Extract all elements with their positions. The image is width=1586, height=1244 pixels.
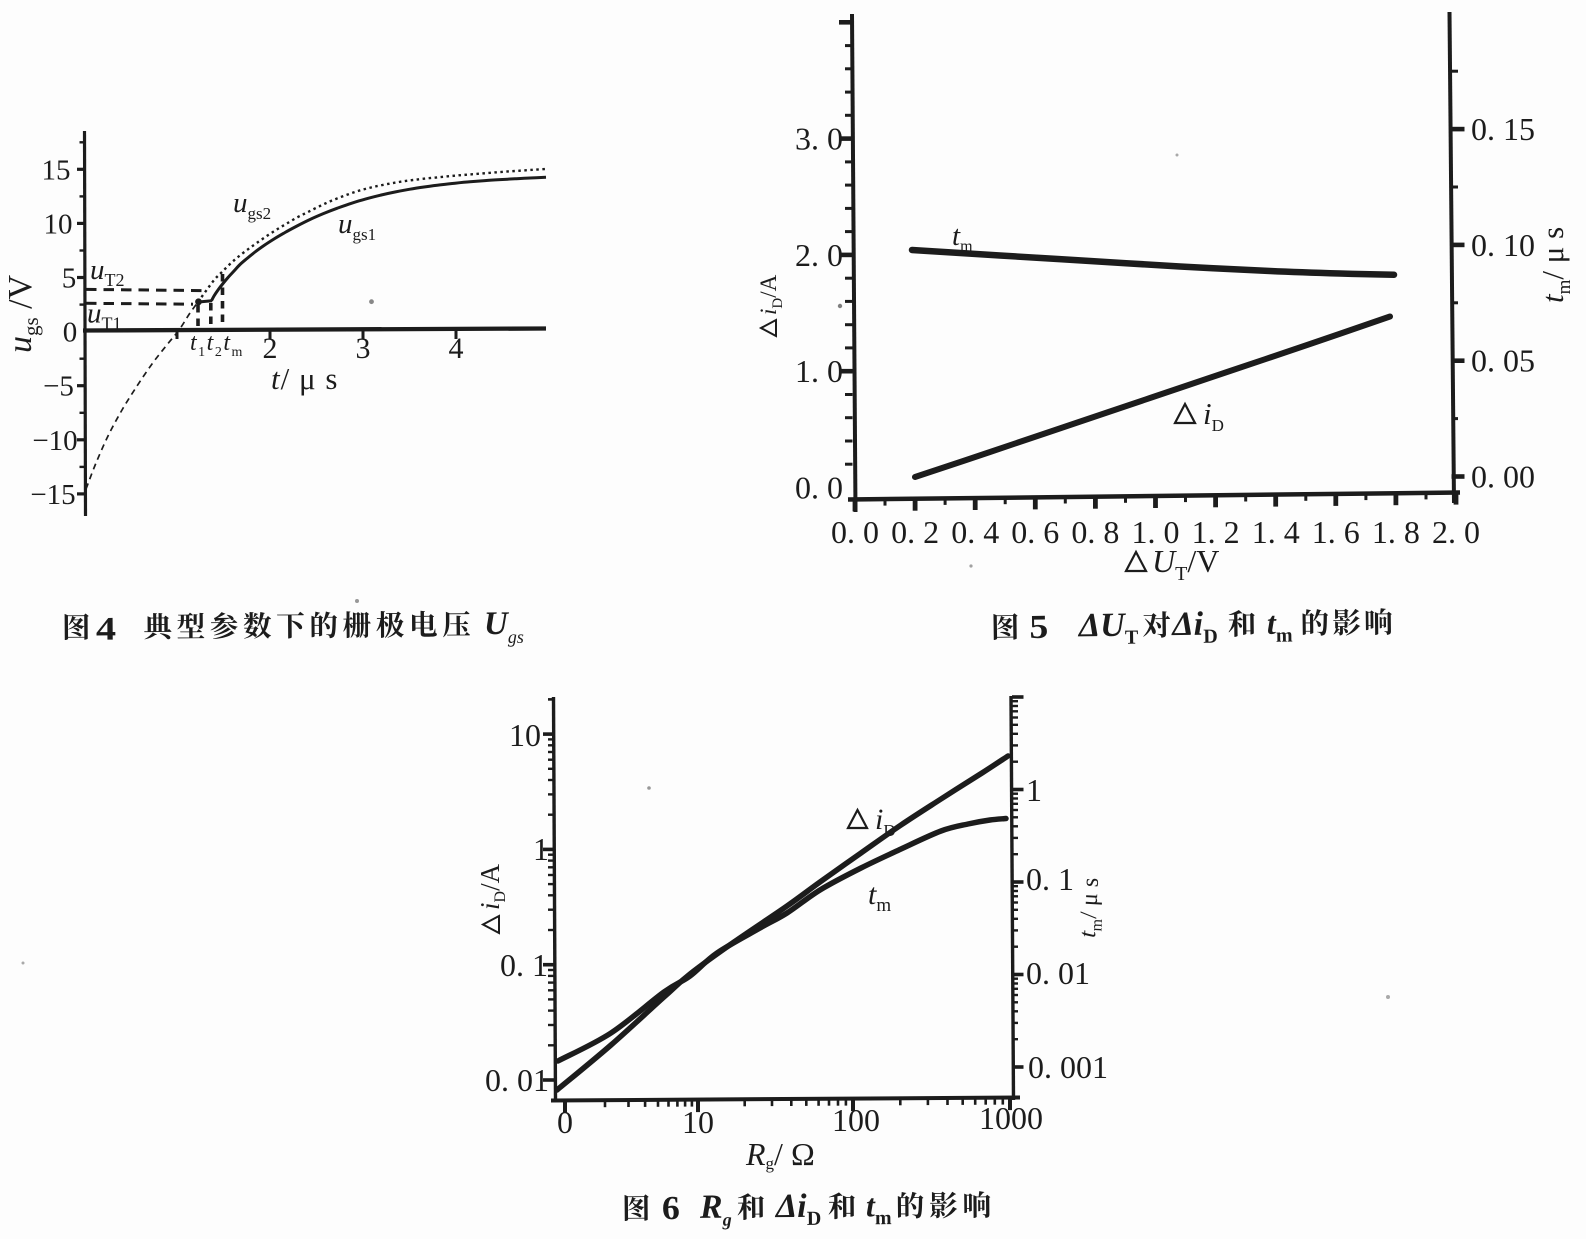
- svg-text:5: 5: [62, 263, 77, 295]
- svg-text:iD/A: iD/A: [475, 863, 509, 910]
- svg-text:−10: −10: [32, 425, 77, 457]
- svg-text:4: 4: [96, 610, 116, 647]
- svg-text:0. 6: 0. 6: [1011, 514, 1059, 550]
- svg-text:0. 0: 0. 0: [795, 470, 843, 506]
- svg-text:1. 6: 1. 6: [1312, 514, 1360, 550]
- svg-text:3: 3: [356, 332, 371, 365]
- svg-text:10: 10: [509, 717, 541, 753]
- svg-text:−5: −5: [43, 371, 74, 403]
- svg-text:1000: 1000: [979, 1100, 1043, 1136]
- svg-text:−15: −15: [30, 479, 75, 511]
- svg-text:Rg: Rg: [699, 1189, 732, 1230]
- svg-text:4: 4: [449, 332, 464, 365]
- svg-text:ΔUT: ΔUT: [1077, 607, 1139, 650]
- svg-text:2. 0: 2. 0: [795, 237, 843, 273]
- svg-text:5: 5: [1029, 608, 1048, 646]
- svg-text:ΔiD: ΔiD: [774, 1188, 822, 1230]
- svg-text:0. 4: 0. 4: [951, 514, 999, 550]
- svg-text:6: 6: [662, 1189, 680, 1227]
- svg-text:tm/ μ s: tm/ μ s: [1535, 227, 1575, 303]
- svg-text:10: 10: [682, 1104, 714, 1140]
- svg-text:2: 2: [263, 332, 278, 365]
- svg-text:tm/ μ s: tm/ μ s: [1075, 877, 1108, 938]
- svg-text:0: 0: [557, 1104, 573, 1140]
- svg-text:iD/A: iD/A: [756, 274, 786, 315]
- svg-text:100: 100: [832, 1102, 880, 1138]
- svg-text:2. 0: 2. 0: [1432, 514, 1480, 550]
- svg-text:0. 1: 0. 1: [1026, 861, 1074, 897]
- svg-text:1. 8: 1. 8: [1372, 514, 1420, 550]
- svg-text:0. 15: 0. 15: [1471, 111, 1535, 147]
- svg-text:1: 1: [1026, 772, 1042, 808]
- svg-text:1. 0: 1. 0: [795, 353, 843, 389]
- svg-text:t1t2tm: t1t2tm: [190, 330, 244, 360]
- svg-text:t/ μ s: t/ μ s: [271, 361, 338, 396]
- svg-text:15: 15: [42, 154, 71, 186]
- svg-text:Rg/ Ω: Rg/ Ω: [745, 1136, 815, 1173]
- svg-text:0: 0: [63, 317, 78, 349]
- svg-text:uT2: uT2: [90, 254, 125, 290]
- svg-text:tm: tm: [1267, 605, 1293, 647]
- svg-text:0. 0: 0. 0: [831, 514, 879, 550]
- svg-text:0. 05: 0. 05: [1471, 343, 1535, 379]
- svg-text:0. 10: 0. 10: [1471, 227, 1535, 263]
- svg-text:0. 01: 0. 01: [485, 1062, 549, 1098]
- svg-text:uT1: uT1: [87, 298, 122, 334]
- svg-text:1: 1: [533, 831, 549, 867]
- svg-text:3. 0: 3. 0: [795, 121, 843, 157]
- svg-text:tm: tm: [952, 220, 973, 255]
- svg-text:0. 00: 0. 00: [1471, 459, 1535, 495]
- svg-text:ugs1: ugs1: [338, 208, 376, 244]
- svg-text:0. 8: 0. 8: [1071, 514, 1119, 550]
- svg-text:ugs /V: ugs /V: [2, 274, 43, 353]
- svg-text:10: 10: [44, 208, 73, 240]
- svg-text:Ugs: Ugs: [484, 606, 524, 647]
- svg-text:ΔiD: ΔiD: [1170, 606, 1218, 649]
- svg-text:UT/V: UT/V: [1152, 543, 1219, 585]
- svg-text:1. 4: 1. 4: [1252, 514, 1300, 550]
- svg-text:ugs2: ugs2: [233, 187, 271, 223]
- svg-text:iD: iD: [1203, 396, 1224, 435]
- svg-text:tm: tm: [868, 878, 891, 916]
- svg-text:tm: tm: [866, 1187, 892, 1229]
- svg-text:1. 0: 1. 0: [1132, 514, 1180, 550]
- svg-text:iD: iD: [875, 803, 896, 840]
- svg-text:0. 1: 0. 1: [500, 947, 548, 983]
- svg-text:0. 01: 0. 01: [1026, 955, 1090, 991]
- svg-text:0. 001: 0. 001: [1028, 1049, 1108, 1085]
- svg-text:0. 2: 0. 2: [891, 514, 939, 550]
- svg-text:1. 2: 1. 2: [1192, 514, 1240, 550]
